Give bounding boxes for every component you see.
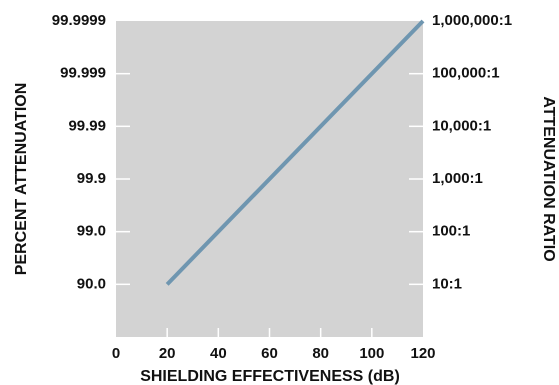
right-tick-label: 10:1 [432, 275, 462, 292]
left-tick-label: 99.9 [77, 170, 106, 187]
x-tick-label: 120 [410, 345, 435, 362]
left-tick-label: 99.9999 [52, 12, 106, 29]
x-axis-title: SHIELDING EFFECTIVENESS (dB) [140, 368, 400, 385]
left-tick-label: 99.0 [77, 223, 106, 240]
y-tick-marks [116, 72, 423, 286]
series-line [165, 19, 425, 286]
x-tick-label: 60 [261, 345, 278, 362]
left-tick-labels: 90.0 99.0 99.9 99.99 99.999 99.9999 [52, 12, 106, 292]
left-axis-title: PERCENT ATTENUATION [13, 83, 30, 276]
left-tick-label: 99.99 [68, 117, 106, 134]
right-tick-label: 1,000:1 [432, 170, 483, 187]
x-tick-label: 20 [159, 345, 176, 362]
right-tick-label: 100:1 [432, 223, 470, 240]
x-tick-marks [166, 328, 373, 337]
series [165, 19, 425, 286]
x-tick-label: 100 [359, 345, 384, 362]
right-axis-title: ATTENUATION RATIO [540, 96, 557, 261]
right-tick-label: 100,000:1 [432, 65, 500, 82]
x-tick-labels: 0 20 40 60 80 100 120 [112, 345, 436, 362]
right-tick-label: 1,000,000:1 [432, 12, 512, 29]
right-tick-labels: 10:1 100:1 1,000:1 10,000:1 100,000:1 1,000,0… [432, 12, 512, 292]
x-tick-label: 40 [210, 345, 227, 362]
left-tick-label: 99.999 [60, 65, 106, 82]
x-tick-label: 80 [312, 345, 329, 362]
x-tick-label: 0 [112, 345, 120, 362]
right-tick-label: 10,000:1 [432, 117, 491, 134]
left-tick-label: 90.0 [77, 275, 106, 292]
